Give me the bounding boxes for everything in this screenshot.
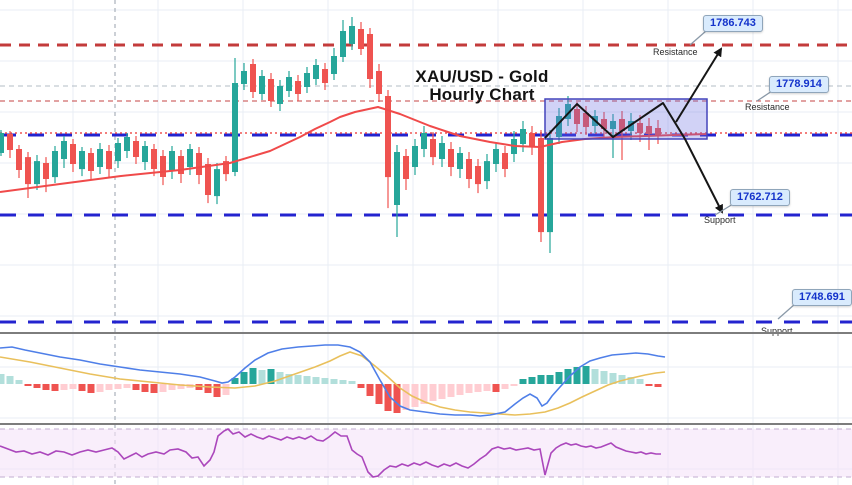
rsi-band (0, 428, 852, 478)
chart-title-line2: Hourly Chart (429, 85, 535, 104)
level-label-resistance-1: Resistance (653, 47, 698, 57)
level-label-resistance-2: Resistance (745, 102, 790, 112)
price-callout-support-1762[interactable]: 1762.712 (730, 189, 790, 206)
panel-dividers (0, 332, 852, 425)
macd-panel (0, 344, 666, 417)
chart-title: XAU/USD - Gold Hourly Chart (391, 68, 573, 104)
annotation-arrows (544, 30, 796, 320)
price-callout-resistance-1786[interactable]: 1786.743 (703, 15, 763, 32)
level-label-support-2: Support (761, 326, 793, 336)
consolidation-box[interactable] (544, 98, 708, 140)
level-label-support-1: Support (704, 215, 736, 225)
chart-title-line1: XAU/USD - Gold (415, 67, 549, 86)
price-callout-support-1748[interactable]: 1748.691 (792, 289, 852, 306)
rsi-panel (0, 428, 661, 478)
price-callout-resistance-1778[interactable]: 1778.914 (769, 76, 829, 93)
